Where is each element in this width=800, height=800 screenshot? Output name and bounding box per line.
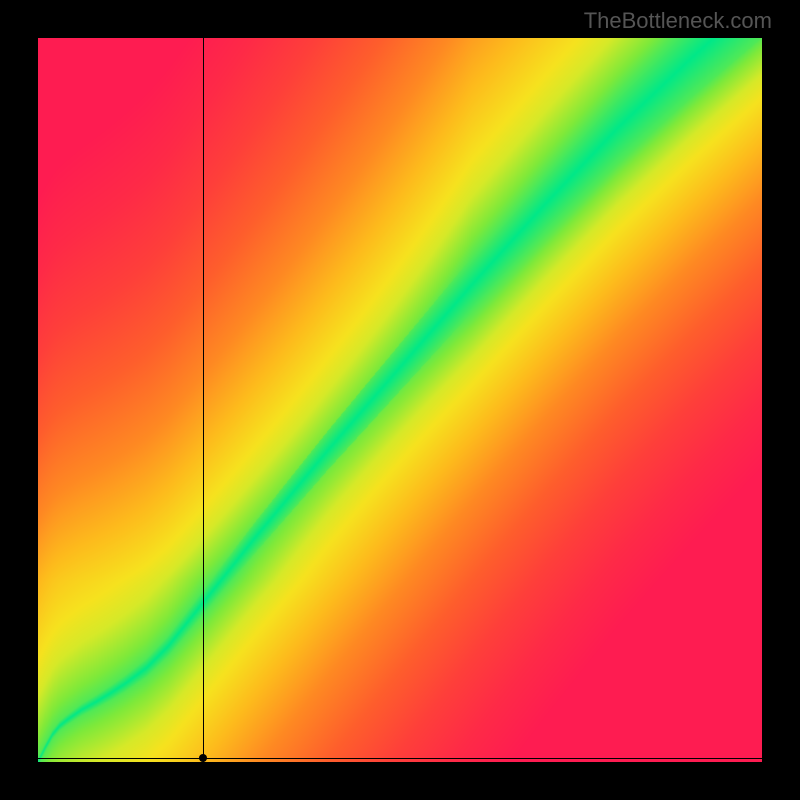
watermark-text: TheBottleneck.com: [584, 8, 772, 34]
crosshair-vertical: [203, 38, 204, 762]
crosshair-dot: [199, 754, 207, 762]
heatmap-plot: [38, 38, 762, 762]
heatmap-canvas: [38, 38, 762, 762]
crosshair-horizontal: [38, 758, 762, 759]
